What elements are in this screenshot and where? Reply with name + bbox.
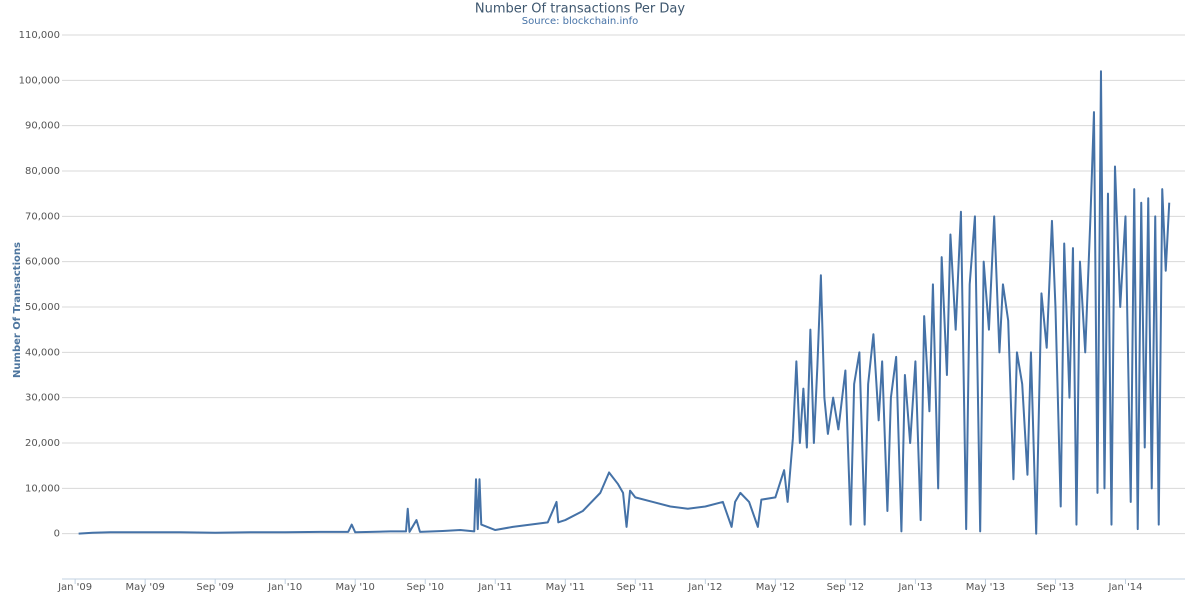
y-tick-label: 20,000 bbox=[25, 438, 60, 449]
x-tick-label: Sep '12 bbox=[827, 582, 865, 593]
y-tick-label: 60,000 bbox=[25, 257, 60, 268]
x-tick-label: Jan '11 bbox=[477, 582, 512, 593]
data-line bbox=[78, 70, 1171, 535]
x-tick-label: Jan '14 bbox=[1107, 582, 1142, 593]
y-tick-label: 40,000 bbox=[25, 347, 60, 358]
x-tick-label: Jan '13 bbox=[897, 582, 932, 593]
y-tick-label: 90,000 bbox=[25, 121, 60, 132]
y-tick-label: 80,000 bbox=[25, 166, 60, 177]
y-axis-title: Number Of Transactions bbox=[12, 242, 23, 378]
y-tick-label: 10,000 bbox=[25, 483, 60, 494]
y-tick-label: 70,000 bbox=[25, 211, 60, 222]
y-tick-label: 100,000 bbox=[19, 75, 60, 86]
x-tick-label: Jan '09 bbox=[57, 582, 92, 593]
x-tick-label: May '13 bbox=[966, 582, 1005, 593]
x-tick-label: May '10 bbox=[336, 582, 375, 593]
x-tick-label: Sep '09 bbox=[196, 582, 234, 593]
x-tick-label: May '11 bbox=[546, 582, 585, 593]
x-tick-label: Sep '13 bbox=[1037, 582, 1075, 593]
x-tick-label: May '12 bbox=[756, 582, 795, 593]
y-tick-label: 0 bbox=[54, 529, 60, 540]
x-tick-label: Sep '10 bbox=[406, 582, 444, 593]
y-tick-label: 50,000 bbox=[25, 302, 60, 313]
chart-subtitle: Source: blockchain.info bbox=[522, 16, 638, 27]
x-tick-label: Jan '10 bbox=[267, 582, 302, 593]
chart-title: Number Of transactions Per Day bbox=[475, 2, 685, 17]
x-tick-label: May '09 bbox=[125, 582, 164, 593]
y-tick-label: 110,000 bbox=[19, 30, 60, 41]
x-tick-label: Jan '12 bbox=[687, 582, 722, 593]
x-tick-label: Sep '11 bbox=[617, 582, 655, 593]
y-tick-label: 30,000 bbox=[25, 393, 60, 404]
